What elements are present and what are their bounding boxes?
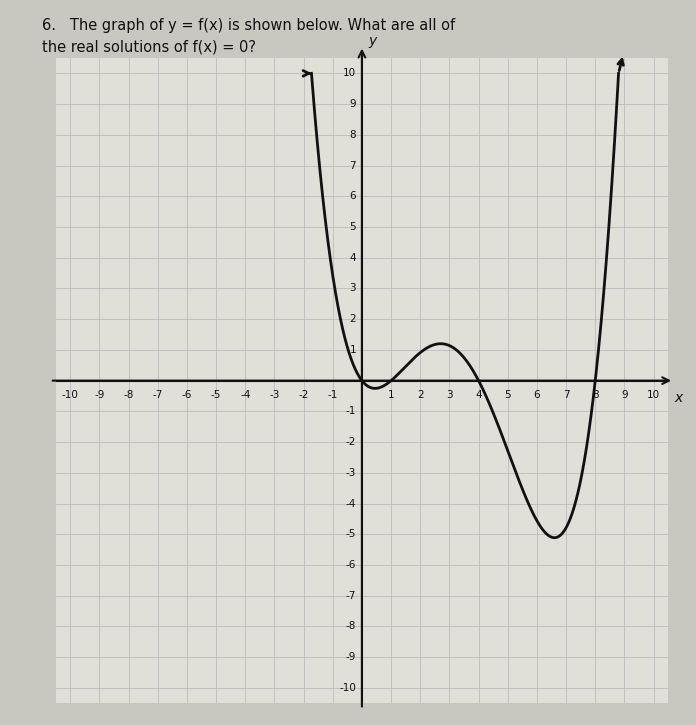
Text: -8: -8	[123, 390, 134, 400]
Text: 7: 7	[349, 160, 356, 170]
Text: x: x	[674, 391, 683, 405]
Text: 2: 2	[417, 390, 424, 400]
Text: 10: 10	[647, 390, 660, 400]
Text: 8: 8	[592, 390, 599, 400]
Text: -7: -7	[152, 390, 163, 400]
Text: -6: -6	[182, 390, 192, 400]
Text: y: y	[368, 34, 377, 48]
Text: -5: -5	[211, 390, 221, 400]
Text: 9: 9	[349, 99, 356, 109]
Text: -10: -10	[339, 683, 356, 693]
Text: the real solutions of f(x) = 0?: the real solutions of f(x) = 0?	[42, 40, 255, 55]
Text: 10: 10	[343, 68, 356, 78]
Text: -2: -2	[346, 437, 356, 447]
Text: 3: 3	[349, 283, 356, 294]
Text: -2: -2	[299, 390, 309, 400]
Text: -3: -3	[269, 390, 280, 400]
Text: -3: -3	[346, 468, 356, 478]
Text: 4: 4	[475, 390, 482, 400]
Text: 5: 5	[349, 222, 356, 232]
Text: -4: -4	[240, 390, 251, 400]
Text: -9: -9	[346, 652, 356, 662]
Text: -7: -7	[346, 591, 356, 601]
Text: -6: -6	[346, 560, 356, 570]
Text: 6: 6	[349, 191, 356, 202]
Text: -10: -10	[62, 390, 79, 400]
Text: 6: 6	[534, 390, 540, 400]
Text: 1: 1	[349, 345, 356, 355]
Text: -5: -5	[346, 529, 356, 539]
Text: 5: 5	[505, 390, 511, 400]
Text: -1: -1	[328, 390, 338, 400]
Text: 1: 1	[388, 390, 395, 400]
Text: 7: 7	[563, 390, 569, 400]
Text: -4: -4	[346, 499, 356, 508]
Text: -9: -9	[94, 390, 104, 400]
Text: 8: 8	[349, 130, 356, 140]
Text: 3: 3	[446, 390, 452, 400]
Text: -1: -1	[346, 406, 356, 416]
Text: -8: -8	[346, 621, 356, 631]
Text: 9: 9	[621, 390, 628, 400]
Text: 2: 2	[349, 314, 356, 324]
Text: 6.   The graph of y = f(x) is shown below. What are all of: 6. The graph of y = f(x) is shown below.…	[42, 18, 455, 33]
Text: 4: 4	[349, 253, 356, 262]
